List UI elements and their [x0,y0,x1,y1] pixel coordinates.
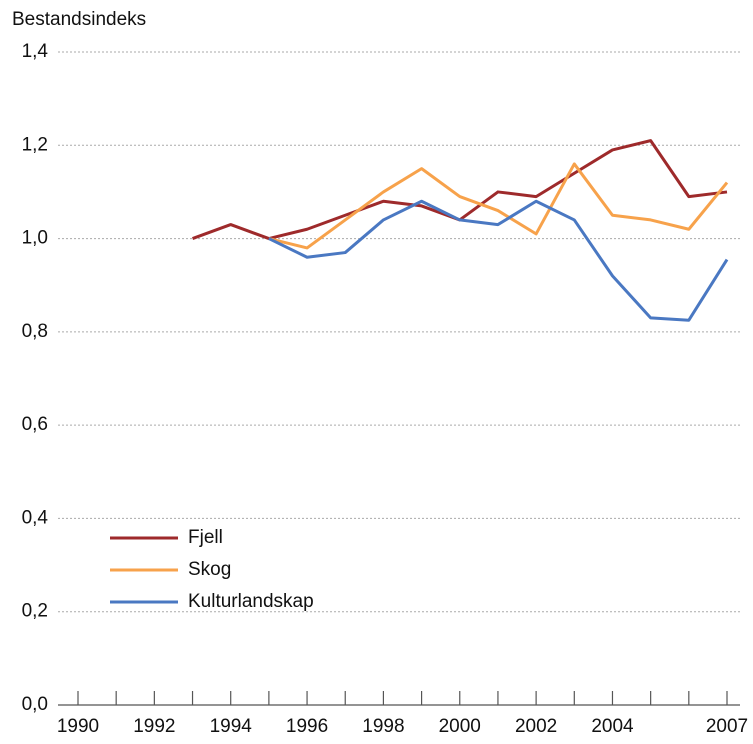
legend-label: Fjell [188,527,223,548]
series-line [268,162,729,250]
x-tick-label: 2004 [591,716,634,737]
x-tick-label: 2007 [706,716,748,737]
x-tick-label: 2002 [515,716,557,737]
legend-label: Skog [188,559,231,580]
y-tick-label: 0,0 [22,694,48,715]
y-tick-label: 0,6 [22,414,48,435]
y-tick-label: 0,4 [22,507,49,528]
y-tick-label: 0,2 [22,601,48,622]
y-tick-label: 1,0 [22,228,48,249]
y-axis-title: Bestandsindeks [12,9,146,30]
x-tick-label: 1992 [133,716,175,737]
y-tick-label: 0,8 [22,321,48,342]
series-line [192,139,728,241]
x-tick-label: 2000 [439,716,481,737]
x-tick-label: 1990 [57,716,99,737]
series-line [268,199,729,322]
x-tick-label: 1998 [362,716,404,737]
x-tick-label: 1994 [210,716,253,737]
y-tick-label: 1,2 [22,134,48,155]
y-tick-label: 1,4 [22,41,49,62]
x-tick-label: 1996 [286,716,328,737]
legend-label: Kulturlandskap [188,591,314,612]
